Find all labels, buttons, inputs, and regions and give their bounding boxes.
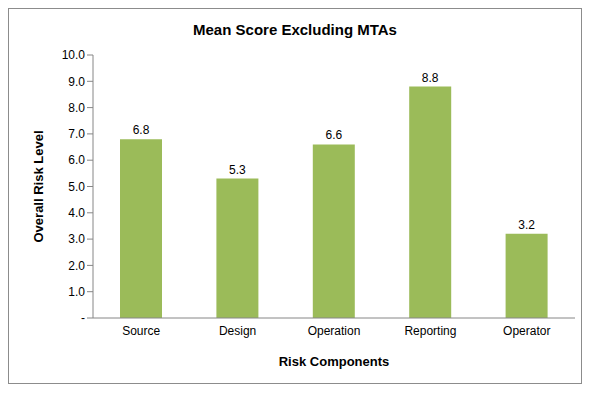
svg-text:Operation: Operation	[308, 324, 361, 338]
svg-text:6.8: 6.8	[133, 123, 150, 137]
svg-text:5.3: 5.3	[229, 163, 246, 177]
html-text:Mean Score Excluding MTAs: Mean Score Excluding MTAs	[193, 21, 397, 38]
svg-text:9.0: 9.0	[68, 75, 85, 89]
svg-text:2.0: 2.0	[68, 259, 85, 273]
svg-text:6.0: 6.0	[68, 153, 85, 167]
svg-text:3.0: 3.0	[68, 232, 85, 246]
svg-text:8.0: 8.0	[68, 101, 85, 115]
svg-text:5.0: 5.0	[68, 180, 85, 194]
svg-text:Overall Risk Level: Overall Risk Level	[31, 130, 46, 242]
svg-text:-: -	[81, 311, 85, 325]
svg-text:7.0: 7.0	[68, 127, 85, 141]
svg-text:Source: Source	[122, 324, 160, 338]
svg-text:1.0: 1.0	[68, 285, 85, 299]
svg-text:Design: Design	[219, 324, 256, 338]
svg-text:Risk Components: Risk Components	[279, 354, 390, 369]
svg-text:8.8: 8.8	[422, 71, 439, 85]
svg-text:6.6: 6.6	[325, 128, 342, 142]
svg-text:Reporting: Reporting	[404, 324, 456, 338]
svg-text:Operator: Operator	[503, 324, 550, 338]
svg-text:10.0: 10.0	[62, 48, 86, 62]
svg-text:3.2: 3.2	[518, 218, 535, 232]
svg-text:4.0: 4.0	[68, 206, 85, 220]
